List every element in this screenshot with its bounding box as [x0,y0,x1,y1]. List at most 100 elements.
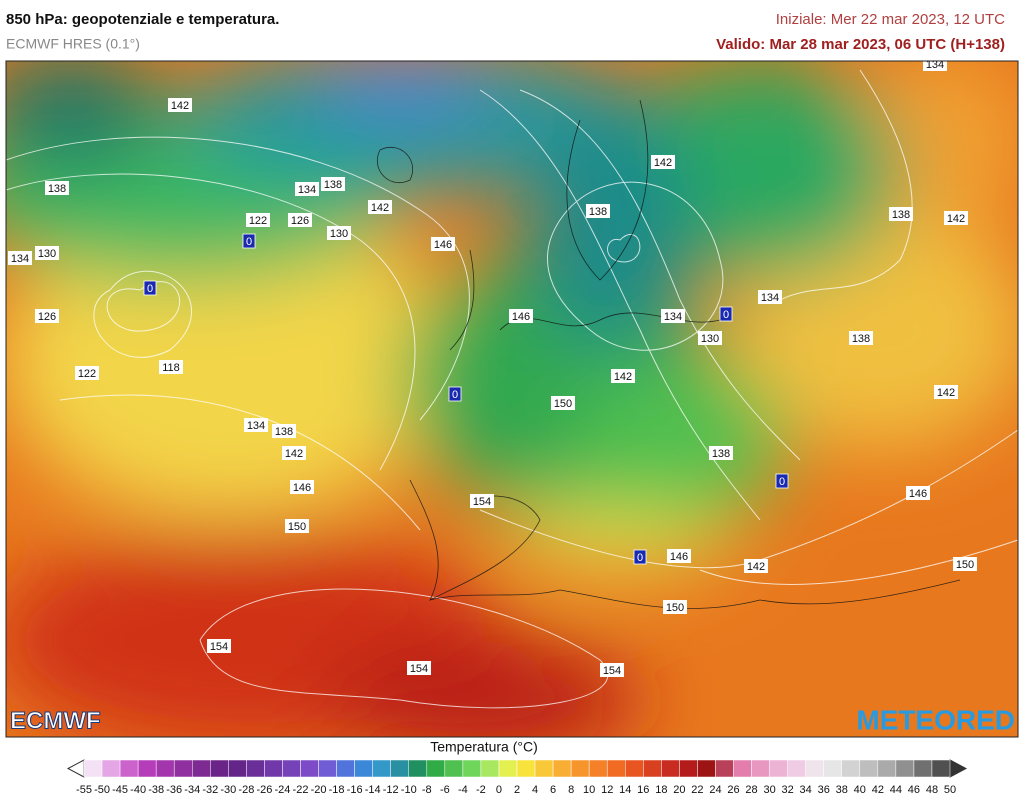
colorbar-box [210,759,229,778]
colorbar-tick: -6 [440,784,450,796]
colorbar-tick: 20 [673,784,685,796]
contour-value: 146 [293,482,311,494]
label-box [944,211,968,225]
contour-label: 154 [207,639,231,653]
colorbar-tick: 32 [782,784,794,796]
contour-value: 142 [654,157,672,169]
colorbar-tick: -10 [401,784,417,796]
colorbar-box [426,759,446,778]
colorbar-tick: 4 [532,784,538,796]
colorbar-box [372,759,391,778]
contour-value: 150 [554,398,572,410]
label-box [295,182,319,196]
contour-value: 130 [38,248,56,260]
colorbar-tick: 14 [619,784,631,796]
contour-label: 138 [45,181,69,195]
contour-label: 142 [282,446,306,460]
colorbar-box [913,759,933,778]
contour-value: 142 [747,561,765,573]
contour-value: 118 [162,362,180,374]
colorbar-tick: -26 [256,784,272,796]
colorbar-box [697,759,716,778]
contour-value: 134 [664,311,682,323]
contour-label: 138 [849,331,873,345]
contour-label: 146 [431,237,455,251]
contour-label: 126 [288,213,312,227]
label-box [8,251,32,265]
colorbar-box [155,759,175,778]
colorbar-box [336,759,355,778]
colorbar-tick: -34 [184,784,200,796]
colorbar-box [877,759,897,778]
colorbar-tick: -20 [311,784,327,796]
contour-label: 122 [75,366,99,380]
contour-value: 142 [171,100,189,112]
contour-label: 138 [709,446,733,460]
colorbar-box [787,759,806,778]
contour-value: 126 [291,215,309,227]
map: 142 138 134 138 142 122 126 130 0 134 130 0 126 146 12… [6,61,1018,737]
contour-label: 0 [633,549,647,565]
colorbar-tick: 48 [926,784,938,796]
colorbar-box [354,759,373,778]
label-box [327,226,351,240]
logo-meteored: METEORED [856,704,1015,735]
colorbar-box [228,759,247,778]
colorbar-tick: 50 [944,784,956,796]
logo-ecmwf: ECMWF [10,707,101,734]
label-box [272,424,296,438]
contour-label: 126 [35,309,59,323]
contour-label: 134 [923,61,947,71]
contour-label: 146 [667,549,691,563]
contour-value: 138 [852,333,870,345]
label-box [889,207,913,221]
contour-label: 0 [719,306,733,322]
colorbar-box [715,759,734,778]
colorbar-box [823,759,842,778]
contour-value: 0 [147,283,153,295]
contour-value: 138 [589,206,607,218]
colorbar-tick: -18 [329,784,345,796]
colorbar-tick: -8 [422,784,432,796]
label-box [244,418,268,432]
colorbar-box [570,759,590,778]
colorbar-tick: -24 [275,784,291,796]
contour-value: 134 [298,184,316,196]
colorbar-box [661,759,680,778]
label-box [923,61,947,71]
colorbar-tick: 24 [709,784,721,796]
colorbar-box [931,759,951,778]
colorbar-tick: -14 [365,784,381,796]
colorbar-tick: -55 [76,784,92,796]
colorbar-tick: 34 [800,784,812,796]
contour-label: 134 [8,251,32,265]
contour-value: 126 [38,311,56,323]
colorbar-tick: 8 [568,784,574,796]
colorbar-tick: -22 [293,784,309,796]
colorbar-box [679,759,698,778]
title: 850 hPa: geopotenziale e temperatura. [6,11,279,28]
label-box [709,446,733,460]
contour-label: 0 [448,386,462,402]
contour-label: 146 [906,486,930,500]
colorbar-box [300,759,319,778]
label-box [661,309,685,323]
label-box [321,177,345,191]
label-box [775,473,789,489]
contour-value: 130 [701,333,719,345]
contour-value: 0 [246,236,252,248]
colorbar-box [444,759,464,778]
colorbar-box [534,759,554,778]
contour-value: 154 [603,665,621,677]
contour-label: 0 [775,473,789,489]
contour-label: 134 [244,418,268,432]
label-box [719,306,733,322]
contour-label: 142 [944,211,968,225]
colorbar-tick: 22 [691,784,703,796]
contour-label: 138 [889,207,913,221]
contour-label: 130 [327,226,351,240]
label-box [698,331,722,345]
colorbar-label: Temperatura (°C) [430,739,538,755]
label-box [35,246,59,260]
label-box [143,280,157,296]
